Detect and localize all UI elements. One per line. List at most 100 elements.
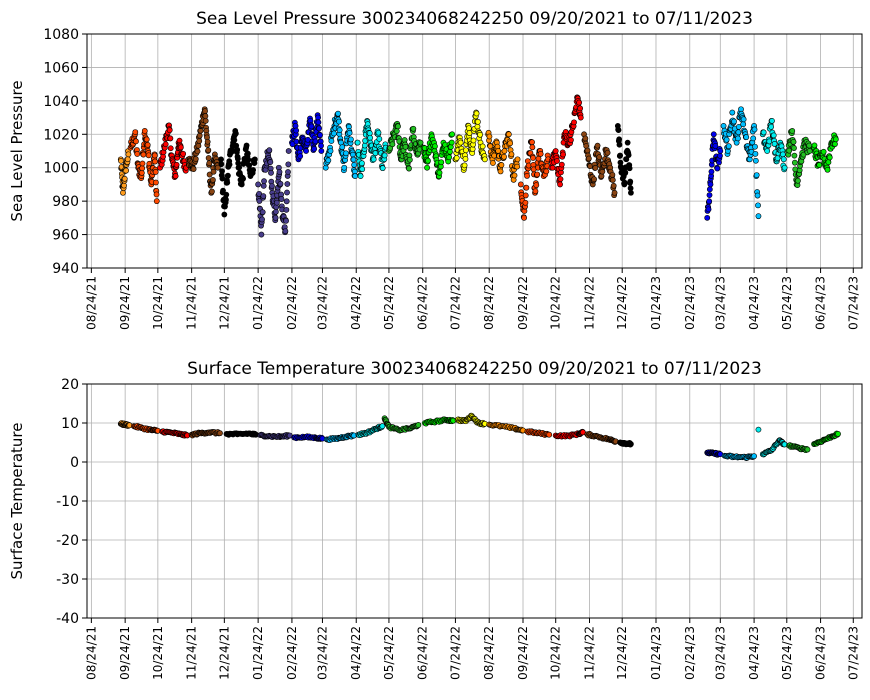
pressure-data-point xyxy=(218,161,225,168)
pressure-data-point xyxy=(123,167,130,174)
pressure-data-point xyxy=(816,162,823,168)
pressure-data-point xyxy=(609,171,616,178)
pressure-data-point xyxy=(754,192,761,199)
pressure-data-point xyxy=(297,153,304,160)
pressure-data-point xyxy=(479,143,486,150)
temperature-xtick-label: 05/24/23 xyxy=(780,626,794,680)
pressure-xtick-label: 04/24/23 xyxy=(747,276,761,330)
pressure-data-point xyxy=(202,117,209,124)
pressure-data-point xyxy=(282,228,289,235)
temperature-xtick-label: 01/24/23 xyxy=(649,626,663,680)
pressure-data-point xyxy=(584,147,591,154)
pressure-data-point xyxy=(552,148,559,154)
pressure-data-point xyxy=(554,158,560,164)
temperature-data-point xyxy=(804,446,811,453)
pressure-data-point xyxy=(272,214,279,221)
pressure-data-point xyxy=(534,171,541,178)
temperature-xtick-label: 12/24/22 xyxy=(615,626,629,680)
pressure-data-point xyxy=(204,138,211,145)
pressure-data-point xyxy=(791,145,797,151)
pressure-data-point xyxy=(269,183,275,189)
pressure-data-point xyxy=(508,151,515,158)
pressure-data-point xyxy=(704,214,711,221)
pressure-series xyxy=(185,106,221,196)
pressure-data-point xyxy=(349,151,356,158)
pressure-data-point xyxy=(202,113,209,119)
pressure-data-point xyxy=(501,153,507,160)
temperature-series xyxy=(257,431,293,440)
pressure-data-point xyxy=(221,211,228,218)
temperature-ytick-label: 20 xyxy=(61,377,79,393)
pressure-data-point xyxy=(325,157,332,164)
pressure-data-point xyxy=(240,175,246,182)
pressure-data-point xyxy=(357,173,364,179)
pressure-ytick-label: 960 xyxy=(52,228,79,244)
pressure-data-point xyxy=(139,160,146,167)
pressure-data-point xyxy=(791,152,798,159)
pressure-data-point xyxy=(615,127,622,134)
pressure-data-point xyxy=(705,206,712,213)
pressure-data-point xyxy=(393,128,400,135)
temperature-xtick-label: 04/24/23 xyxy=(747,626,761,680)
pressure-data-point xyxy=(285,169,291,175)
pressure-data-point xyxy=(151,152,158,159)
pressure-data-point xyxy=(626,165,633,172)
pressure-data-point xyxy=(474,123,481,130)
pressure-data-point xyxy=(824,166,831,173)
pressure-data-point xyxy=(432,143,438,150)
pressure-series xyxy=(322,110,359,179)
temperature-data-point xyxy=(217,430,223,437)
pressure-data-point xyxy=(285,161,292,168)
pressure-data-point xyxy=(826,154,833,161)
pressure-xtick-label: 08/24/22 xyxy=(482,276,496,330)
pressure-data-point xyxy=(753,172,760,179)
temperature-xtick-label: 05/24/22 xyxy=(382,626,396,680)
pressure-data-point xyxy=(710,131,717,138)
pressure-data-point xyxy=(465,125,472,132)
pressure-data-point xyxy=(498,162,505,168)
pressure-data-point xyxy=(167,145,174,152)
pressure-data-point xyxy=(616,136,623,143)
pressure-data-point xyxy=(522,199,529,206)
temperature-ytick-label: -30 xyxy=(56,572,79,588)
pressure-data-point xyxy=(367,134,373,141)
pressure-data-point xyxy=(328,138,335,144)
temperature-xtick-label: 07/24/22 xyxy=(448,626,462,680)
pressure-data-point xyxy=(336,118,342,125)
pressure-data-point xyxy=(162,141,169,148)
pressure-data-point xyxy=(740,121,747,128)
pressure-data-point xyxy=(346,129,353,136)
pressure-data-point xyxy=(406,156,413,163)
pressure-data-point xyxy=(206,160,213,167)
pressure-data-point xyxy=(347,136,354,143)
pressure-data-point xyxy=(806,142,813,149)
pressure-xtick-label: 06/24/22 xyxy=(416,276,430,330)
pressure-data-point xyxy=(177,144,184,151)
pressure-data-point xyxy=(278,196,285,202)
pressure-series xyxy=(354,118,389,179)
pressure-ytick-label: 940 xyxy=(52,261,79,277)
temperature-ytick-label: -20 xyxy=(56,533,79,549)
pressure-data-point xyxy=(359,166,366,173)
pressure-data-point xyxy=(223,196,229,203)
pressure-data-point xyxy=(591,176,597,183)
pressure-data-point xyxy=(152,169,159,175)
pressure-data-point xyxy=(517,181,524,188)
pressure-data-point xyxy=(219,168,225,175)
pressure-data-point xyxy=(627,178,634,185)
pressure-data-point xyxy=(251,156,258,163)
pressure-data-point xyxy=(192,156,199,162)
pressure-data-point xyxy=(272,208,279,215)
pressure-data-point xyxy=(766,138,773,145)
pressure-data-point xyxy=(622,169,629,176)
pressure-data-point xyxy=(706,198,713,205)
pressure-ytick-label: 1080 xyxy=(43,27,79,43)
temperature-xtick-label: 03/24/22 xyxy=(315,626,329,680)
pressure-data-point xyxy=(361,142,368,149)
pressure-data-point xyxy=(717,152,723,159)
pressure-data-point xyxy=(514,163,521,170)
pressure-ytick-label: 1000 xyxy=(43,161,79,177)
pressure-data-point xyxy=(205,147,212,154)
pressure-ytick-label: 1060 xyxy=(43,60,79,76)
pressure-data-point xyxy=(417,139,424,146)
